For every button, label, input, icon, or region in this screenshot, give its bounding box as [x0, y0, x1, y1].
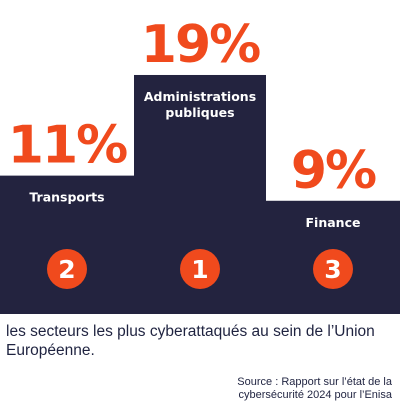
- category-label: Transports: [29, 190, 104, 205]
- source-line-2: cybersécurité 2024 pour l’Enisa: [238, 389, 392, 401]
- podium-chart: 11%Transports219%Administrationspublique…: [0, 15, 400, 314]
- rank-number: 2: [58, 255, 75, 284]
- category-label: Finance: [306, 215, 361, 230]
- category-label: Administrations: [144, 89, 256, 104]
- podium-bar: [0, 175, 134, 314]
- rank-number: 3: [324, 255, 341, 284]
- category-label: publiques: [165, 105, 234, 120]
- rank-number: 1: [191, 255, 208, 284]
- value-label: 11%: [8, 116, 127, 176]
- podium-step-3: 9% Finance 3: [266, 141, 400, 314]
- chart-caption: les secteurs les plus cyberattaqués au s…: [6, 323, 375, 359]
- podium-step-2: 11% Transports 2: [0, 116, 134, 314]
- rank-badge: [47, 249, 87, 289]
- value-label: 19%: [141, 15, 260, 75]
- source-line-1: Source : Rapport sur l’état de la: [237, 376, 392, 388]
- value-label: 9%: [291, 141, 376, 201]
- rank-badge: [313, 249, 353, 289]
- rank-badge: [180, 249, 220, 289]
- source-note: Source : Rapport sur l’état de la cybers…: [172, 376, 392, 402]
